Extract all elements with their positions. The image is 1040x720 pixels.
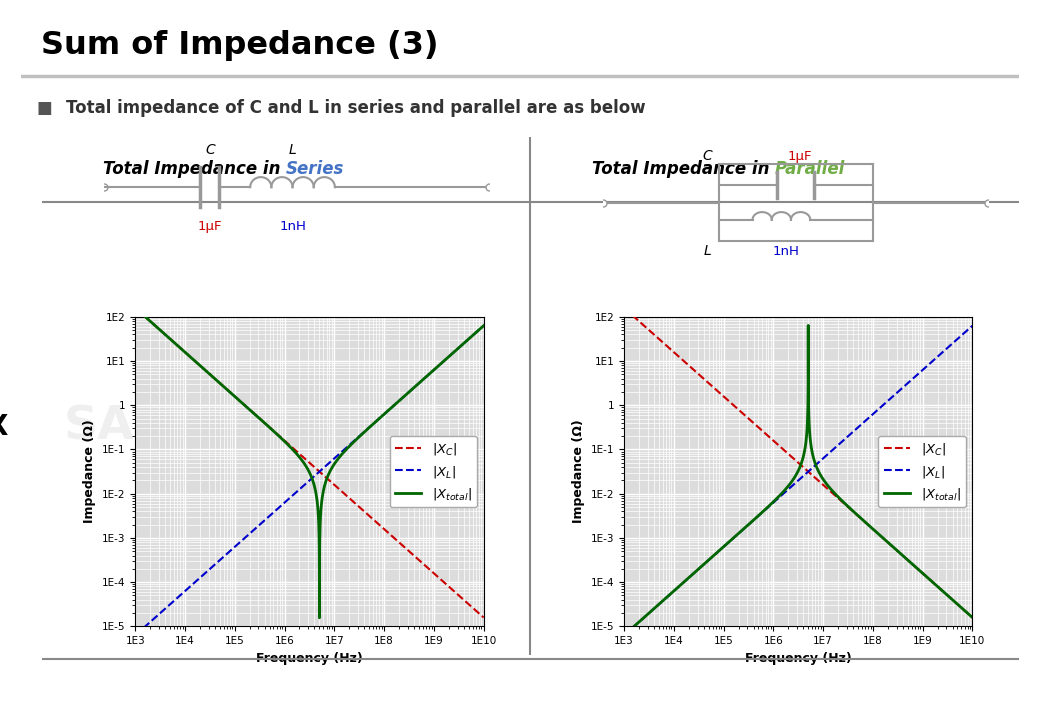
- Text: Sum of Impedance (3): Sum of Impedance (3): [41, 30, 438, 61]
- Text: 1nH: 1nH: [279, 220, 306, 233]
- X-axis label: Frequency (Hz): Frequency (Hz): [745, 652, 852, 665]
- Text: ■: ■: [36, 99, 53, 117]
- Y-axis label: Impedance (Ω): Impedance (Ω): [572, 420, 586, 523]
- Text: Parallel: Parallel: [775, 160, 846, 178]
- Text: 1nH: 1nH: [773, 246, 800, 258]
- X-axis label: Frequency (Hz): Frequency (Hz): [256, 652, 363, 665]
- Text: C: C: [205, 143, 214, 157]
- Y-axis label: Impedance (Ω): Impedance (Ω): [83, 420, 97, 523]
- Text: 1μF: 1μF: [788, 150, 812, 163]
- Text: SAMSUNG: SAMSUNG: [621, 405, 889, 449]
- Legend: $|X_C|$, $|X_L|$, $|X_{total}|$: $|X_C|$, $|X_L|$, $|X_{total}|$: [879, 436, 966, 508]
- Text: Total impedance of C and L in series and parallel are as below: Total impedance of C and L in series and…: [66, 99, 646, 117]
- Text: Total Impedance in: Total Impedance in: [592, 160, 775, 178]
- Text: 1μF: 1μF: [198, 220, 223, 233]
- Legend: $|X_C|$, $|X_L|$, $|X_{total}|$: $|X_C|$, $|X_L|$, $|X_{total}|$: [390, 436, 477, 508]
- Text: X: X: [0, 413, 8, 441]
- Text: C: C: [702, 149, 712, 163]
- Text: Total Impedance in: Total Impedance in: [103, 160, 286, 178]
- Text: Series: Series: [286, 160, 344, 178]
- Text: L: L: [703, 244, 711, 258]
- Text: L: L: [289, 143, 296, 157]
- Text: SAMSUNG: SAMSUNG: [63, 405, 333, 449]
